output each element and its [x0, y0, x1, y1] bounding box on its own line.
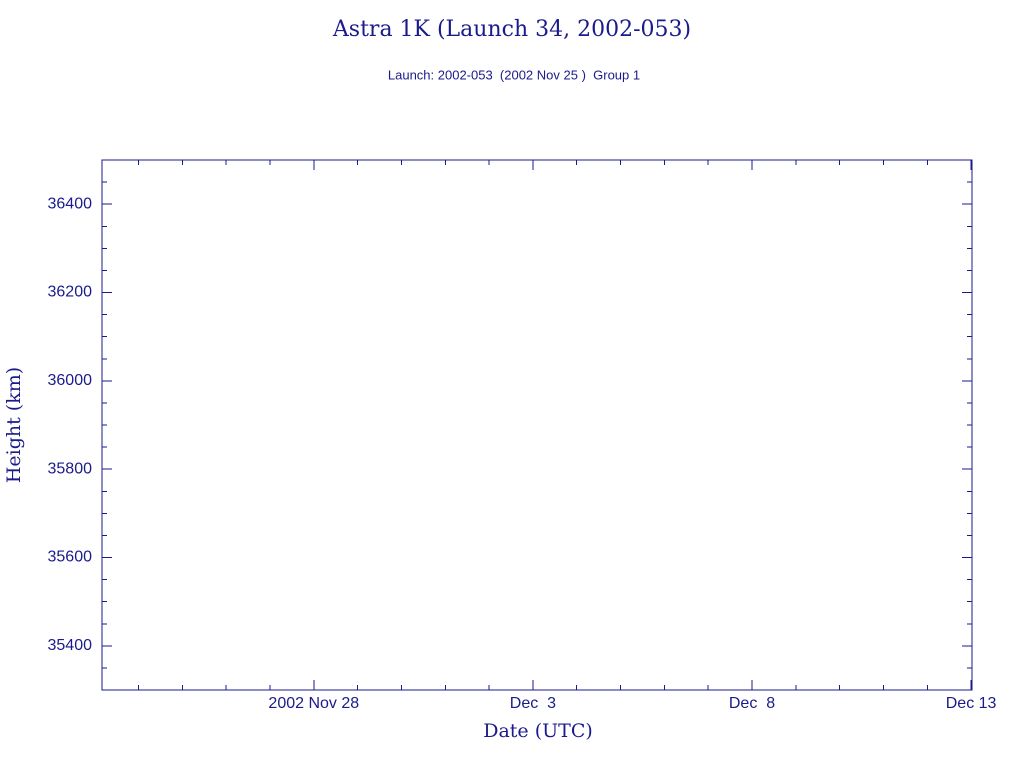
- plot-frame: [101, 159, 973, 691]
- x-axis-label: Date (UTC): [483, 720, 593, 742]
- chart-subtitle: Launch: 2002-053 (2002 Nov 25 ) Group 1: [388, 67, 640, 82]
- y-tick-label: 35600: [48, 549, 93, 566]
- x-tick-label: Dec 13: [946, 695, 997, 712]
- y-tick-label: 35800: [48, 460, 93, 477]
- x-tick-label: Dec 8: [729, 695, 775, 712]
- chart-title: Astra 1K (Launch 34, 2002-053): [332, 17, 691, 42]
- y-axis-label: Height (km): [3, 367, 25, 483]
- x-tick-label: 2002 Nov 28: [268, 695, 359, 712]
- y-tick-label: 36400: [48, 195, 93, 212]
- y-tick-label: 35400: [48, 637, 93, 654]
- y-tick-label: 36000: [48, 372, 93, 389]
- y-tick-label: 36200: [48, 284, 93, 301]
- x-tick-label: Dec 3: [510, 695, 556, 712]
